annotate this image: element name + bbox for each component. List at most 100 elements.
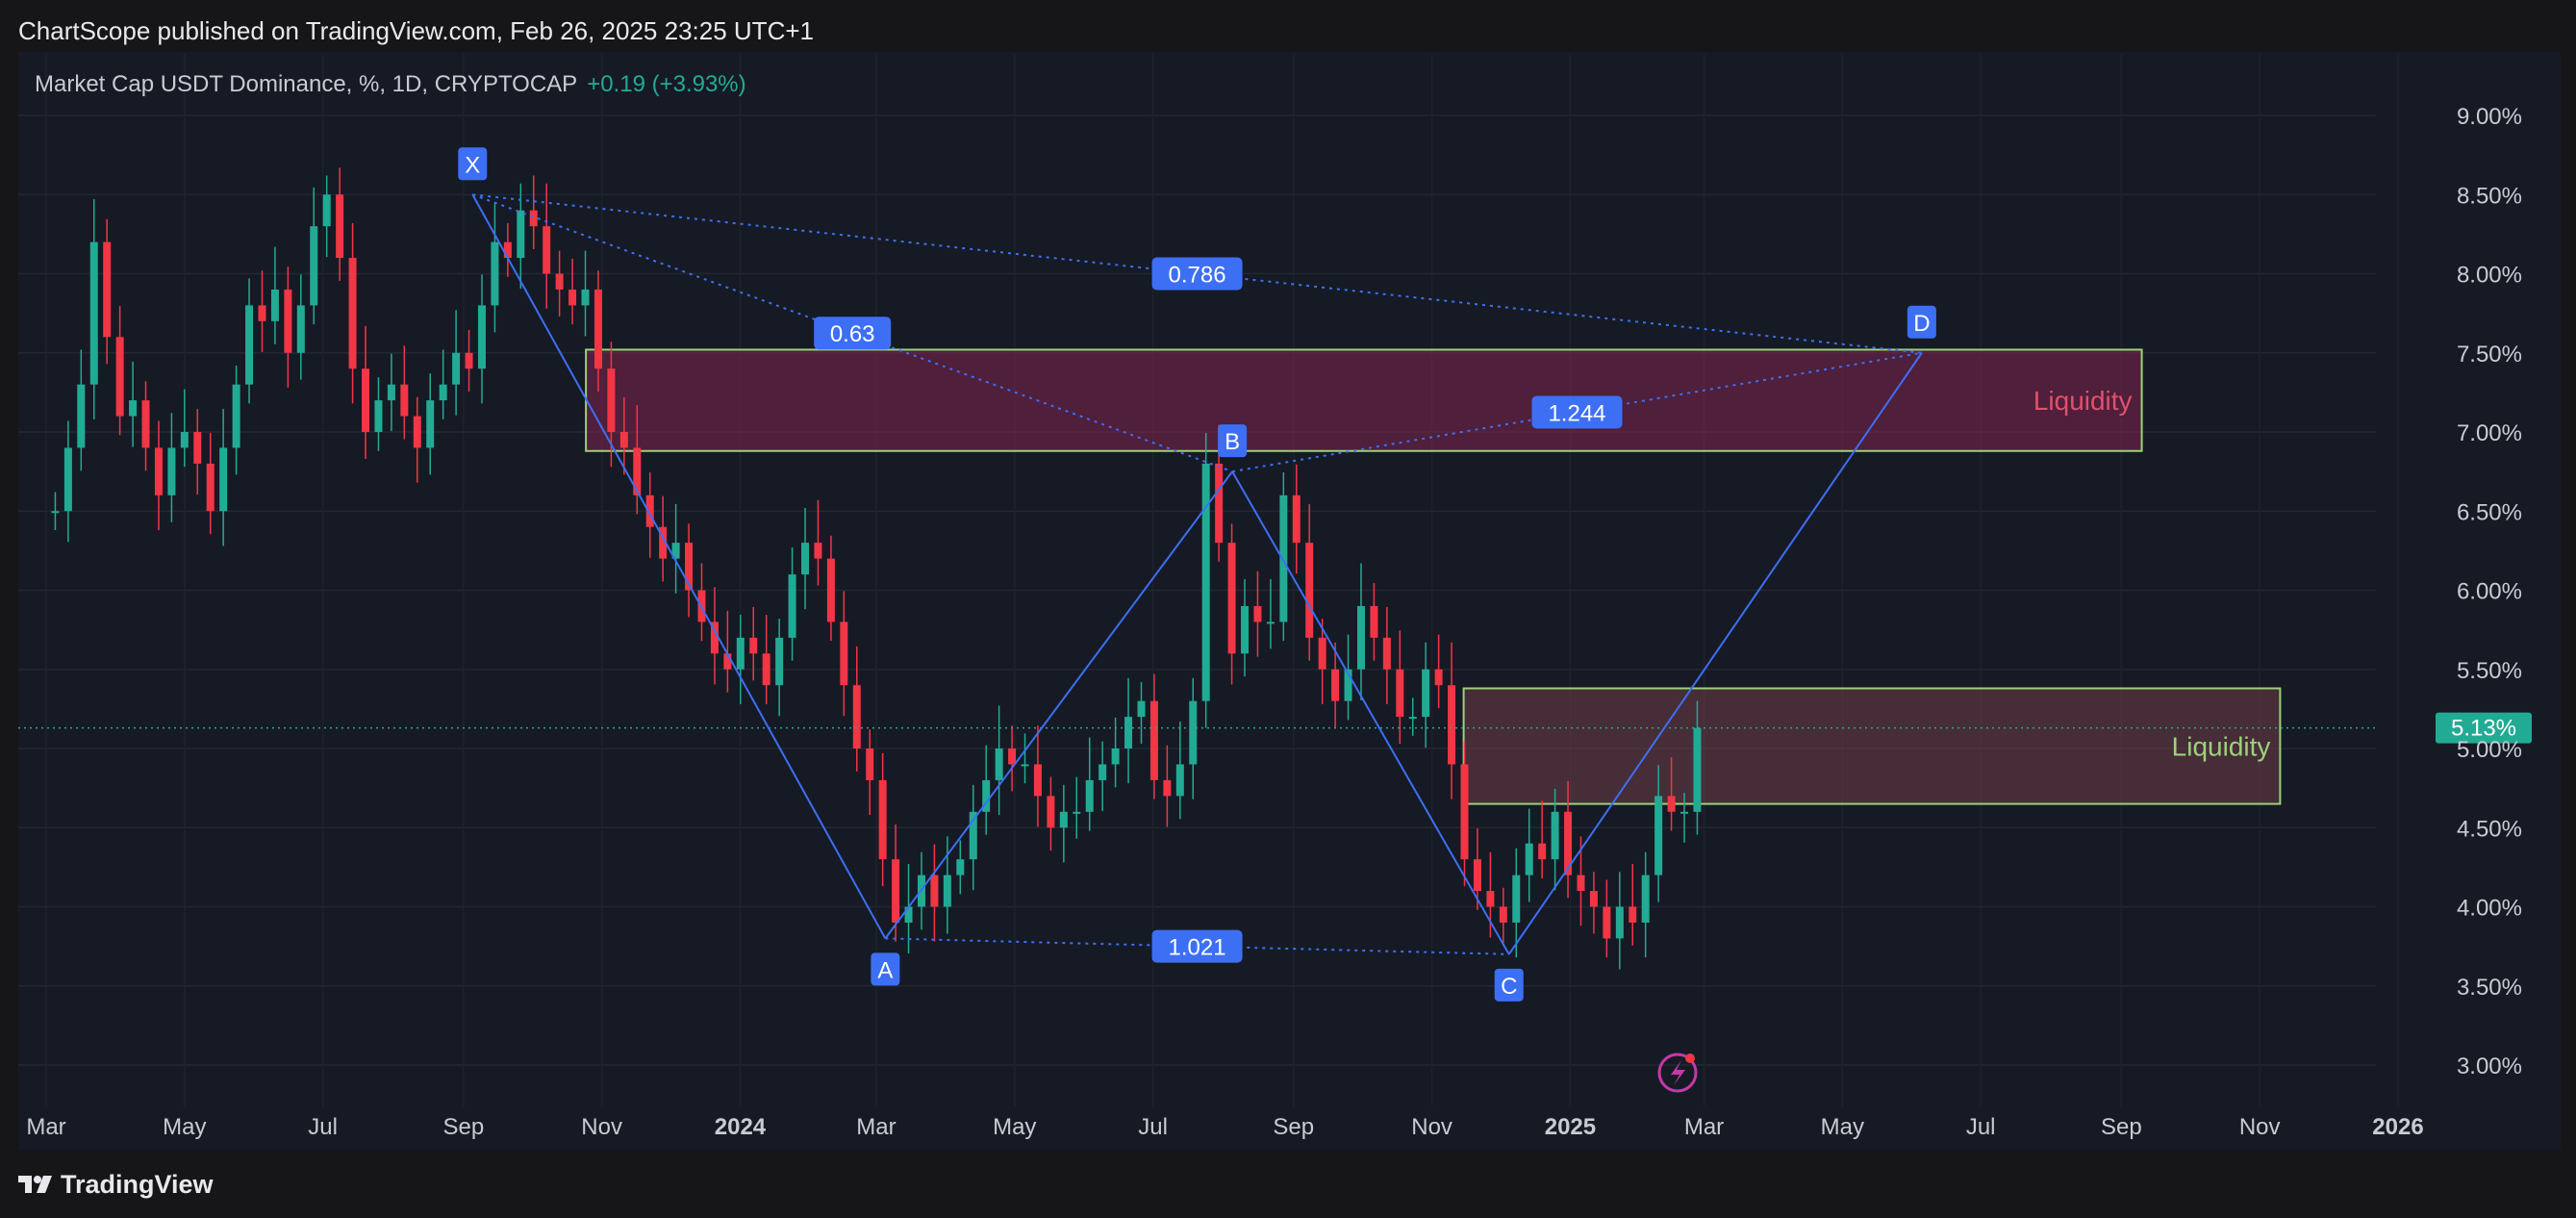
candle-body — [1370, 605, 1378, 638]
candle-body — [685, 543, 694, 591]
candle-body — [296, 305, 305, 353]
candle-body — [180, 432, 189, 448]
candle-body — [1227, 543, 1236, 654]
time-tick: Sep — [2101, 1114, 2142, 1140]
candle-body — [232, 384, 240, 448]
candle-body — [362, 368, 370, 432]
candle-body — [943, 875, 951, 907]
candle-body — [1499, 906, 1507, 923]
candle-body — [517, 210, 525, 259]
chart-frame[interactable] — [18, 52, 2561, 1150]
candle-body — [1292, 495, 1301, 544]
price-tick: 7.50% — [2457, 342, 2522, 368]
candle-body — [452, 352, 461, 385]
pattern-point-label: A — [877, 957, 893, 983]
candle-body — [892, 859, 900, 923]
grid-lines — [18, 54, 2399, 1106]
candle-body — [1525, 843, 1533, 875]
candle-body — [426, 400, 435, 448]
candle-body — [555, 273, 564, 290]
candle-body — [543, 226, 551, 274]
candle-body — [465, 352, 473, 369]
pattern-leg — [471, 193, 887, 939]
candle-body — [1693, 727, 1702, 812]
candle-body — [387, 384, 395, 401]
price-tick: 3.00% — [2457, 1053, 2522, 1079]
time-axis: Mar May Jul Sep Nov 2024 Mar May Jul Sep Nov 2025 Ma… — [26, 1114, 2423, 1140]
pattern-leg — [1231, 470, 1510, 955]
ratio-label: 1.244 — [1548, 400, 1605, 426]
candle-body — [63, 447, 72, 512]
candle-body — [336, 194, 344, 259]
time-tick: Jul — [1138, 1114, 1168, 1140]
candle-body — [503, 241, 512, 259]
pattern-point-badge — [1494, 968, 1524, 1002]
candle-body — [619, 432, 628, 448]
time-tick: Sep — [442, 1114, 484, 1140]
candle-body — [904, 906, 913, 923]
candle-body — [1021, 764, 1029, 767]
candle-body — [310, 226, 318, 306]
pattern-point-badge — [871, 952, 900, 986]
publish-info: ChartScope published on TradingView.com,… — [18, 16, 814, 45]
candle-body — [1551, 811, 1559, 860]
candle-body — [1163, 779, 1172, 797]
candle-body — [491, 241, 499, 306]
candle-body — [710, 622, 719, 654]
brand-name: TradingView — [61, 1170, 214, 1199]
ratio-label: 0.63 — [830, 321, 875, 347]
candles: 5.13% — [18, 167, 2532, 970]
candle-body — [1331, 669, 1340, 701]
candle-body — [374, 400, 383, 432]
candle-body — [723, 653, 732, 670]
candle-body — [775, 637, 784, 686]
price-tick: 8.50% — [2457, 183, 2522, 209]
candle-body — [995, 749, 1003, 780]
candle-body — [1396, 669, 1404, 718]
candle-body — [1124, 717, 1133, 749]
time-tick: Nov — [1411, 1114, 1452, 1140]
time-tick: 2025 — [1545, 1114, 1596, 1140]
candle-body — [1201, 463, 1210, 701]
candle-body — [1189, 700, 1198, 765]
candle-body — [154, 447, 163, 495]
candle-body — [930, 875, 939, 907]
candle-body — [814, 543, 822, 559]
pattern-point-badge — [458, 147, 488, 181]
time-tick: Jul — [1966, 1114, 1996, 1140]
candle-body — [1305, 543, 1314, 638]
liquidity-zone — [1462, 687, 2282, 805]
price-tick: 5.00% — [2457, 737, 2522, 763]
candle-body — [1253, 605, 1262, 622]
time-tick: Nov — [581, 1114, 622, 1140]
candle-body — [477, 305, 486, 369]
ratio-badge — [1531, 395, 1623, 429]
tradingview-logo[interactable]: TradingView — [18, 1170, 214, 1200]
candle-body — [982, 779, 991, 812]
time-tick: Sep — [1273, 1114, 1314, 1140]
price-tick: 5.50% — [2457, 658, 2522, 684]
candle-body — [103, 241, 112, 338]
ratio-badge — [814, 317, 892, 350]
time-tick: Mar — [856, 1114, 896, 1140]
candle-body — [258, 305, 266, 321]
candle-body — [762, 653, 770, 686]
last-price-value: 5.13% — [2451, 716, 2516, 742]
tradingview-logo-icon — [18, 1175, 52, 1193]
liquidity-zones: Liquidity Liquidity — [585, 348, 2282, 805]
price-axis: 9.00% 8.50% 8.00% 7.50% 7.00% 6.50% 6.00% 5.50%… — [2457, 104, 2522, 1079]
candle-body — [1344, 669, 1352, 701]
candle-body — [1577, 875, 1585, 892]
candle-body — [284, 289, 292, 353]
ratio-badge — [1151, 929, 1243, 963]
flash-icon[interactable] — [1657, 1053, 1698, 1093]
zone-label: Liquidity — [2033, 386, 2133, 416]
ratio-label: 0.786 — [1169, 263, 1226, 289]
candle-body — [167, 447, 176, 495]
pattern-point-label: C — [1501, 974, 1517, 1000]
candle-body — [1564, 811, 1573, 875]
candle-body — [439, 384, 447, 401]
candle-body — [400, 384, 409, 417]
candle-body — [348, 258, 357, 369]
